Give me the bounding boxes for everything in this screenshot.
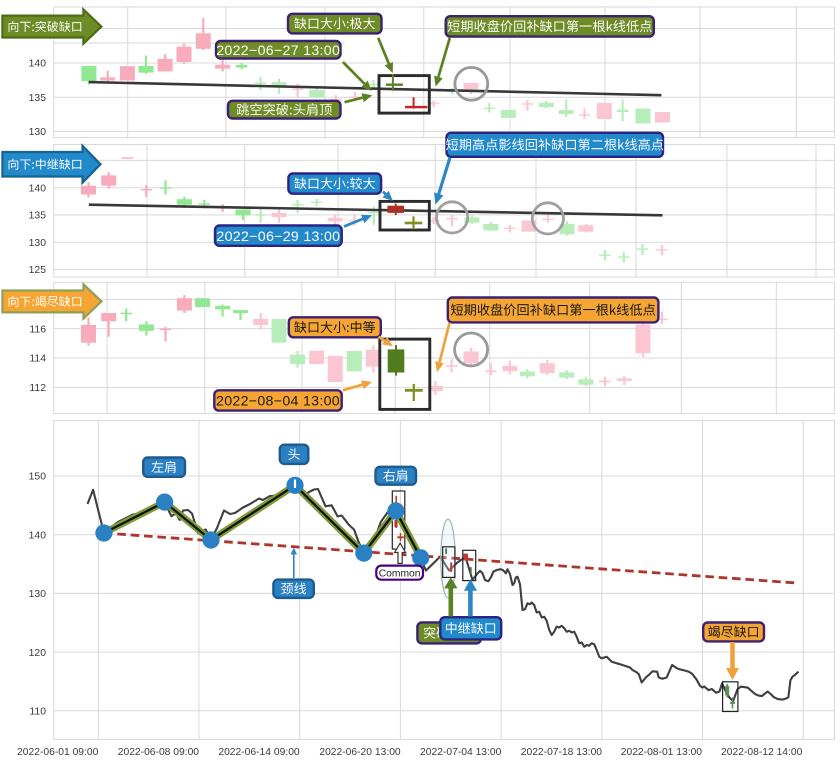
svg-text:114: 114 [29, 354, 46, 365]
svg-text:2022-06-01 09:00: 2022-06-01 09:00 [17, 747, 99, 758]
svg-text:130: 130 [29, 589, 47, 600]
svg-text:140: 140 [29, 59, 47, 70]
svg-text:140: 140 [29, 530, 47, 541]
svg-text:110: 110 [29, 707, 46, 718]
svg-text:135: 135 [29, 211, 47, 222]
svg-text:112: 112 [29, 383, 46, 394]
svg-text:130: 130 [29, 127, 47, 138]
svg-text:140: 140 [29, 183, 47, 194]
svg-text:2022-06-20 13:00: 2022-06-20 13:00 [319, 747, 401, 758]
svg-text:2022-07-18 13:00: 2022-07-18 13:00 [521, 747, 603, 758]
svg-text:135: 135 [29, 93, 47, 104]
svg-text:120: 120 [29, 648, 47, 659]
svg-text:2022-07-04 13:00: 2022-07-04 13:00 [420, 747, 502, 758]
svg-text:130: 130 [29, 238, 47, 249]
svg-text:2022-06-14 09:00: 2022-06-14 09:00 [218, 747, 300, 758]
svg-text:125: 125 [29, 265, 47, 276]
svg-text:116: 116 [29, 324, 46, 335]
svg-text:2022−06−29 13:00: 2022−06−29 13:00 [216, 229, 340, 245]
svg-text:2022−08−04 13:00: 2022−08−04 13:00 [216, 394, 340, 410]
svg-text:2022-06-08 09:00: 2022-06-08 09:00 [118, 747, 200, 758]
svg-text:2022-08-12 14:00: 2022-08-12 14:00 [721, 747, 803, 758]
svg-text:2022-08-01 13:00: 2022-08-01 13:00 [621, 747, 703, 758]
svg-text:Common: Common [379, 569, 421, 580]
svg-text:150: 150 [29, 472, 47, 483]
svg-text:2022−06−27 13:00: 2022−06−27 13:00 [216, 43, 340, 59]
